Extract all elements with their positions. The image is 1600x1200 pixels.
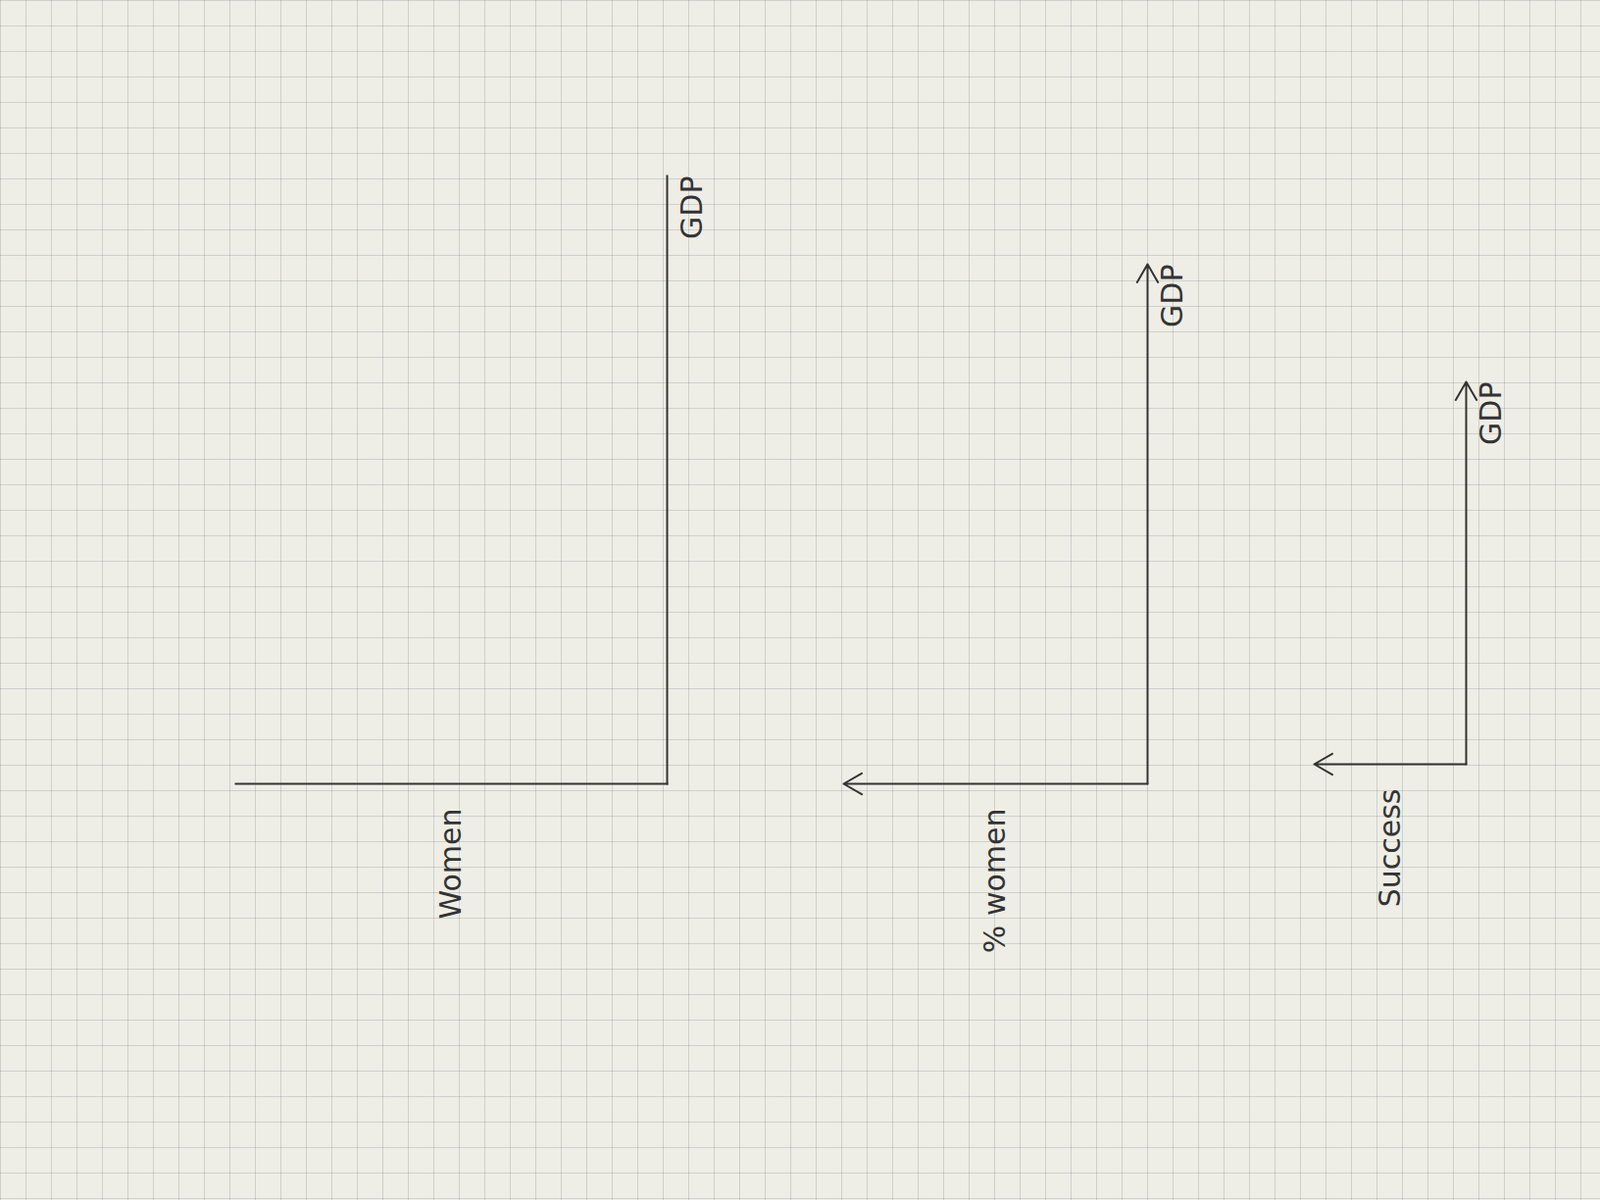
svg-text:GDP: GDP [1154, 264, 1190, 328]
svg-text:GDP: GDP [1473, 382, 1508, 446]
svg-text:% women: % women [977, 808, 1012, 954]
svg-text:GDP: GDP [674, 176, 709, 240]
svg-text:Women: Women [433, 808, 468, 920]
svg-text:Success: Success [1372, 789, 1407, 908]
